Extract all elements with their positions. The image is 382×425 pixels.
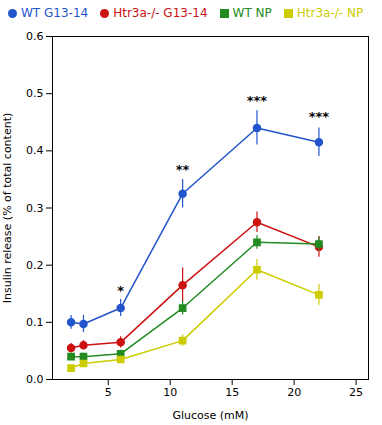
svg-text:Insulin release (% of total co: Insulin release (% of total content)	[1, 113, 14, 304]
svg-text:0.2: 0.2	[26, 259, 44, 272]
svg-text:**: **	[176, 162, 190, 177]
svg-text:Glucose (mM): Glucose (mM)	[172, 409, 248, 422]
html-text:WT NP: WT NP	[232, 6, 272, 20]
html-text:Htr3a-/- NP: Htr3a-/- NP	[296, 6, 364, 20]
svg-text:10: 10	[163, 386, 177, 399]
svg-text:0.3: 0.3	[26, 202, 44, 215]
svg-text:***: ***	[309, 109, 330, 124]
svg-text:*: *	[117, 283, 124, 298]
svg-text:***: ***	[247, 93, 268, 108]
svg-text:15: 15	[225, 386, 239, 399]
svg-text:25: 25	[349, 386, 363, 399]
svg-text:20: 20	[287, 386, 301, 399]
svg-text:0.4: 0.4	[26, 144, 44, 157]
html-text:WT G13-14: WT G13-14	[21, 6, 89, 20]
svg-text:0.1: 0.1	[26, 316, 44, 329]
svg-text:0.6: 0.6	[26, 30, 44, 43]
html-text:Htr3a-/- G13-14: Htr3a-/- G13-14	[113, 6, 208, 20]
svg-text:0.5: 0.5	[26, 87, 44, 100]
svg-text:0.0: 0.0	[26, 373, 44, 386]
svg-text:5: 5	[105, 386, 112, 399]
